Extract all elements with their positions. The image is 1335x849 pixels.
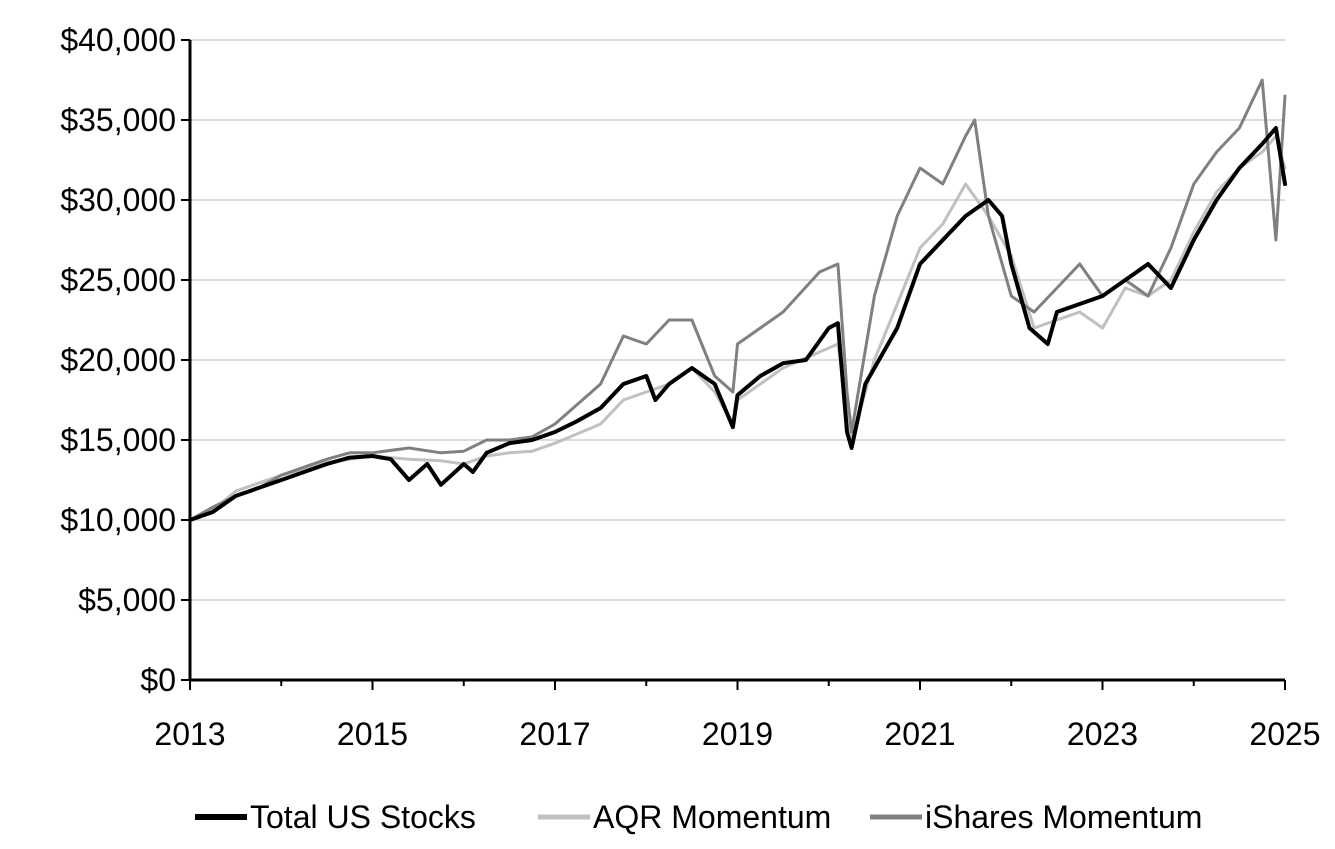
gridlines (190, 39, 1285, 601)
x-tick-label-3: 2019 (702, 716, 773, 752)
legend: Total US Stocks AQR Momentum iShares Momen… (195, 799, 1202, 835)
x-tick-label-6: 2025 (1249, 716, 1320, 752)
y-tick-label-3: $15,000 (60, 422, 176, 458)
y-tick-label-2: $10,000 (60, 502, 176, 538)
legend-label-ishares-momentum: iShares Momentum (925, 799, 1202, 835)
y-tick-label-1: $5,000 (78, 582, 176, 618)
y-tick-label-5: $25,000 (60, 262, 176, 298)
x-tick-label-2: 2017 (519, 716, 590, 752)
y-tick-label-0: $0 (140, 662, 176, 698)
series-line-aqr-momentum (188, 134, 1287, 522)
y-tick-label-8: $40,000 (60, 22, 176, 58)
y-axis-ticks: $0 $5,000 $10,000 $15,000 $20,000 $25,000 $30,… (60, 22, 190, 698)
y-tick-label-4: $20,000 (60, 342, 176, 378)
x-tick-label-5: 2023 (1067, 716, 1138, 752)
series-line-total-us-stocks (188, 126, 1287, 522)
x-tick-label-1: 2015 (337, 716, 408, 752)
series-line-ishares-momentum (188, 78, 1287, 522)
x-axis-ticks: 2013 2015 2017 2019 2021 2023 2025 (154, 680, 1321, 752)
legend-label-total-us-stocks: Total US Stocks (250, 799, 476, 835)
x-tick-label-0: 2013 (154, 716, 225, 752)
y-tick-label-6: $30,000 (60, 182, 176, 218)
x-tick-label-4: 2021 (884, 716, 955, 752)
series-lines (188, 78, 1287, 522)
y-tick-label-7: $35,000 (60, 102, 176, 138)
legend-label-aqr-momentum: AQR Momentum (593, 799, 831, 835)
